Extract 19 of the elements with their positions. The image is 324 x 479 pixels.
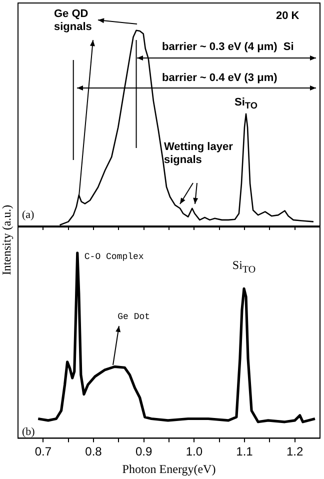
x-tick-label: 1.1: [236, 444, 254, 459]
text: 20 K: [276, 10, 300, 23]
x-tick-label: 1.2: [286, 444, 304, 459]
annotation: Si$_{TO}$: [232, 258, 256, 276]
annotation: Wetting layer signals: [164, 141, 234, 166]
annotation: barrier ~ 0.4 eV (3 μm): [162, 72, 278, 85]
annotation: C-O Complex: [84, 252, 144, 262]
annotation: Ge Dot: [118, 312, 150, 322]
x-tick-label: 0.8: [85, 444, 102, 459]
x-tick-label: 0.7: [34, 444, 52, 459]
annotation: Ge QD signals: [54, 8, 93, 34]
annotation: barrier ~ 0.3 eV (4 μm) Si: [162, 41, 294, 54]
x-tick-label: 1.0: [186, 444, 203, 459]
x-tick-label: 0.9: [135, 444, 152, 459]
annotation: (a): [22, 209, 34, 222]
annotation: (b): [22, 426, 35, 439]
y-axis-title: Intensity (a.u.): [0, 204, 14, 276]
annotation: Si$_{TO}$: [234, 96, 258, 111]
x-axis-title: Photon Energy(eV): [122, 462, 216, 476]
